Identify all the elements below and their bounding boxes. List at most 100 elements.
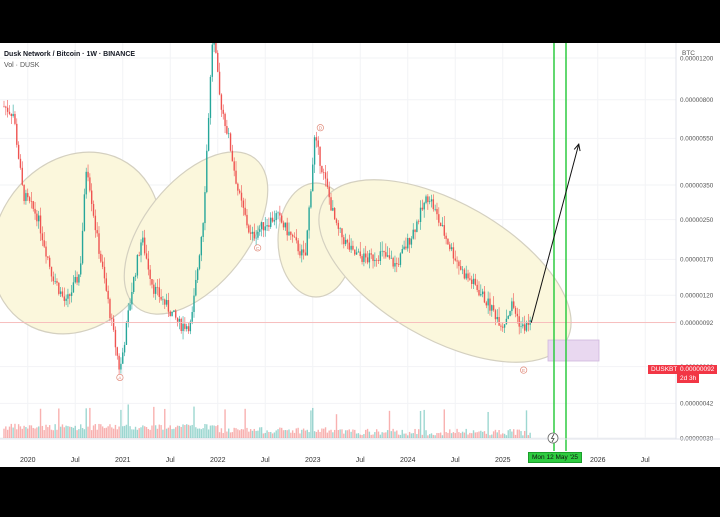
- candle-body: [131, 291, 133, 305]
- candle-body: [368, 253, 371, 263]
- volume-bar: [394, 431, 396, 438]
- volume-bar: [165, 428, 168, 438]
- volume-bar: [399, 434, 402, 438]
- price-tick-label: 0.00000170: [680, 257, 714, 264]
- volume-bar: [401, 429, 403, 438]
- volume-bar: [28, 425, 31, 438]
- volume-bar: [67, 426, 69, 438]
- arrow-head: [573, 143, 581, 152]
- volume-bar: [92, 425, 95, 438]
- date-marker-lines: [553, 43, 567, 451]
- candle-body: [63, 296, 65, 301]
- candle-body: [370, 253, 372, 255]
- volume-bar: [98, 423, 100, 438]
- volume-bar: [467, 434, 469, 438]
- candle-body: [339, 228, 341, 229]
- candle-body: [78, 274, 80, 283]
- volume-bar: [257, 430, 259, 438]
- candle-body: [268, 225, 270, 227]
- volume-bar: [366, 428, 369, 438]
- candle-body: [284, 222, 287, 228]
- volume-bar: [328, 430, 330, 438]
- volume-bar: [326, 432, 329, 438]
- volume-bar: [112, 428, 115, 438]
- volume-bar: [529, 432, 531, 438]
- volume-bar: [111, 427, 113, 438]
- volume-bar: [469, 432, 471, 438]
- chart-screen: ABCDE 0.000000300.000000420.000000600.00…: [0, 43, 720, 467]
- candle-body: [184, 323, 186, 329]
- volume-bar: [489, 435, 491, 438]
- candle-body: [6, 107, 9, 112]
- candle-body: [200, 236, 203, 256]
- candle-body: [195, 279, 197, 296]
- candle-body: [248, 225, 250, 233]
- candle-body: [98, 233, 100, 254]
- candle-body: [266, 225, 268, 227]
- volume-bar: [450, 433, 453, 438]
- candle-body: [527, 322, 530, 325]
- candle-body: [418, 221, 420, 223]
- candle-body: [361, 256, 363, 262]
- candle-body: [27, 193, 29, 198]
- candle-body: [428, 201, 431, 203]
- volume-bar: [330, 429, 332, 438]
- volume-bar: [156, 428, 159, 438]
- price-chart[interactable]: ABCDE 0.000000300.000000420.000000600.00…: [0, 43, 720, 467]
- candle-body: [169, 311, 171, 317]
- lightning-icon[interactable]: [547, 432, 559, 444]
- volume-bar: [96, 429, 98, 438]
- candle-body: [472, 278, 475, 284]
- candle-body: [467, 273, 469, 279]
- volume-bar: [432, 434, 435, 438]
- volume-bar: [523, 430, 526, 438]
- volume-bar: [47, 427, 49, 438]
- volume-bar: [470, 433, 473, 438]
- candle-body: [114, 329, 117, 348]
- candle-body: [202, 223, 204, 237]
- volume-bar: [207, 429, 210, 438]
- candle-body: [390, 257, 393, 259]
- candle-body: [427, 196, 429, 203]
- price-tick-label: 0.00000350: [680, 182, 714, 189]
- volume-bar: [87, 426, 89, 438]
- candle-body: [476, 284, 478, 290]
- candle-body: [375, 259, 378, 261]
- candle-body: [343, 237, 345, 245]
- candle-body: [171, 311, 173, 317]
- candle-body: [485, 302, 488, 306]
- candle-body: [434, 208, 436, 210]
- candle-body: [96, 230, 98, 234]
- candle-body: [56, 281, 58, 283]
- volume-bar: [443, 409, 445, 438]
- candle-body: [142, 237, 144, 243]
- volume-bar: [100, 424, 102, 438]
- volume-bar: [481, 431, 484, 438]
- candle-body: [45, 246, 47, 257]
- candle-body: [381, 250, 383, 252]
- candle-body: [257, 231, 259, 238]
- volume-bar: [365, 429, 367, 438]
- candle-body: [483, 291, 486, 303]
- volume-bar: [260, 427, 263, 438]
- candle-body: [399, 253, 402, 265]
- candle-body: [514, 307, 517, 314]
- candle-body: [65, 298, 67, 301]
- candle-body: [438, 214, 440, 223]
- volume-bar: [507, 430, 509, 438]
- candle-body: [12, 113, 14, 116]
- volume-indicator-label[interactable]: Vol · DUSK: [4, 62, 40, 69]
- volume-bar: [396, 430, 398, 438]
- candle-body: [220, 94, 223, 110]
- candle-body: [3, 106, 5, 108]
- time-tick-label: Jul: [356, 457, 365, 464]
- candle-body: [443, 225, 445, 236]
- candle-body: [36, 213, 38, 222]
- volume-bar: [211, 425, 213, 438]
- volume-bar: [41, 425, 44, 438]
- volume-bar: [195, 427, 197, 438]
- volume-bar: [491, 434, 493, 438]
- candle-body: [509, 311, 511, 317]
- candle-body: [432, 199, 435, 210]
- candle-body: [103, 266, 106, 279]
